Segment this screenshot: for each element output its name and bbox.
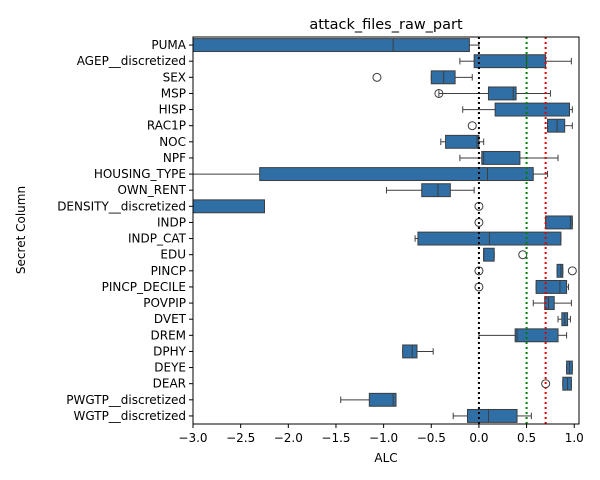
x-axis-label: ALC [374, 451, 397, 465]
x-axis: −3.0 −2.5 −2.0 −1.5 −1.0 −0.5 0.0 0.5 1.0 [178, 424, 584, 445]
box-group [340, 392, 397, 407]
box [487, 86, 517, 101]
box [402, 344, 418, 359]
x-tick-label: −0.5 [417, 431, 446, 445]
outlier-point [567, 266, 577, 276]
box [547, 118, 566, 133]
box-group [566, 360, 573, 375]
y-tick-label: HOUSING_TYPE [94, 167, 186, 181]
y-tick-label: PINCP [151, 264, 186, 278]
y-tick-label: DREM [150, 328, 186, 342]
box [481, 150, 521, 165]
box [192, 38, 470, 53]
box-group [462, 102, 573, 117]
y-tick-label: DPHY [153, 344, 187, 358]
y-tick-label: NPF [163, 151, 186, 165]
y-tick-label: DEAR [153, 377, 186, 391]
outlier-point [434, 88, 444, 98]
y-tick-label: INDP_CAT [128, 232, 187, 246]
x-tick-label: −1.5 [321, 431, 350, 445]
x-tick-label: −3.0 [178, 431, 207, 445]
outlier-point [518, 250, 528, 260]
x-tick-label: −1.0 [369, 431, 398, 445]
y-tick-label: PUMA [151, 38, 186, 52]
y-tick-label: MSP [161, 86, 186, 100]
y-tick-label: DEYE [154, 361, 186, 375]
box-group [532, 296, 572, 311]
y-tick-label: WGTP__discretized [74, 409, 187, 423]
outlier-point [474, 282, 484, 292]
box [545, 215, 573, 230]
y-tick-label: NOC [159, 135, 186, 149]
x-tick-label: 1.0 [565, 431, 584, 445]
box-group [192, 167, 549, 182]
outlier-point [372, 72, 382, 82]
box-group [414, 231, 562, 246]
x-tick-label: −2.0 [274, 431, 303, 445]
box [535, 279, 568, 294]
box-group [459, 150, 559, 165]
y-tick-label: OWN_RENT [117, 183, 186, 197]
x-tick-label: 0.0 [469, 431, 488, 445]
x-tick-label: 0.5 [517, 431, 536, 445]
box [514, 328, 559, 343]
y-tick-label: AGEP__discretized [77, 54, 186, 68]
box-group [385, 183, 475, 198]
box-group [452, 408, 532, 423]
y-tick-label: POVPIP [143, 296, 186, 310]
outlier-point [474, 266, 484, 276]
box [494, 102, 570, 117]
box [473, 54, 547, 69]
y-tick-label: PINCP_DECILE [102, 280, 186, 294]
outlier-point [467, 121, 477, 131]
box-group [434, 86, 551, 101]
box [421, 183, 451, 198]
box-group [478, 328, 568, 343]
box-group [483, 247, 528, 262]
box-group [474, 279, 570, 294]
box-group [474, 215, 573, 230]
y-tick-label: PWGTP__discretized [66, 393, 186, 407]
box [556, 263, 564, 278]
y-tick-label: HISP [159, 103, 186, 117]
y-tick-label: RAC1P [147, 119, 186, 133]
box-group [402, 344, 434, 359]
box-group [541, 376, 572, 391]
y-axis-label: Secret Column [14, 186, 28, 274]
boxes-layer [192, 38, 577, 423]
y-tick-label: EDU [160, 248, 186, 262]
box-group [192, 199, 484, 214]
box [445, 134, 480, 149]
box-group [372, 70, 473, 85]
x-tick-label: −2.5 [226, 431, 255, 445]
y-tick-label: INDP [157, 215, 186, 229]
box-group [467, 118, 573, 133]
plot-area-frame [192, 36, 580, 425]
y-tick-label: SEX [163, 70, 186, 84]
box-group [440, 134, 485, 149]
y-tick-label: DVET [154, 312, 187, 326]
chart-title: attack_files_raw_part [309, 17, 463, 33]
y-tick-label: DENSITY__discretized [57, 199, 186, 213]
box [192, 199, 265, 214]
box-group [557, 312, 571, 327]
box [259, 167, 534, 182]
box-group [474, 263, 577, 278]
box-group [192, 38, 480, 53]
box [368, 392, 397, 407]
y-axis: PUMA AGEP__discretized SEX MSP HISP RAC1P NOC N… [57, 38, 193, 423]
box [466, 408, 518, 423]
box-group [459, 54, 572, 69]
box [483, 247, 495, 262]
